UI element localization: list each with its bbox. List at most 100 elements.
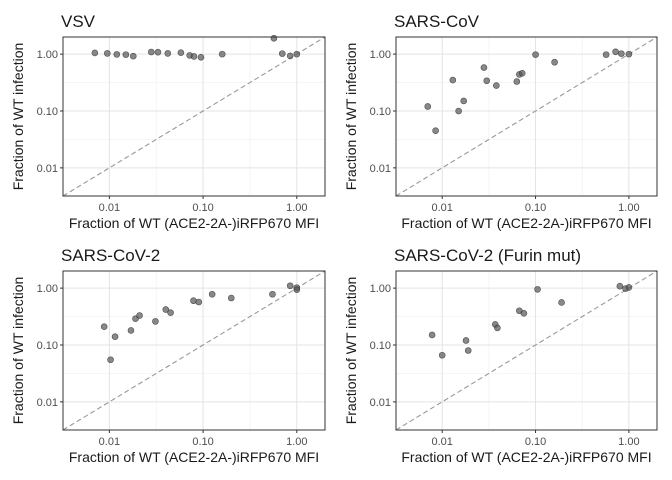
data-point xyxy=(532,51,539,58)
data-point xyxy=(612,48,619,56)
panel-2: 0.01 0.10 1.00 0.01 0.10 1.00 SARS-CoV Fraction… xyxy=(343,12,658,231)
data-point xyxy=(152,318,159,325)
y-axis-label: Fraction of WT infection xyxy=(343,277,359,425)
data-point xyxy=(100,323,108,330)
data-point xyxy=(103,50,111,57)
panel-title: SARS-CoV xyxy=(394,12,480,31)
data-point xyxy=(136,312,143,319)
data-point xyxy=(438,351,446,359)
data-point xyxy=(195,298,203,306)
data-point xyxy=(167,309,174,316)
data-point xyxy=(464,347,472,354)
x-tick-label: 1.00 xyxy=(618,202,639,214)
data-point xyxy=(127,327,135,334)
data-point xyxy=(269,290,276,298)
data-point xyxy=(129,52,137,60)
identity-line xyxy=(395,270,658,431)
data-point xyxy=(518,69,526,77)
x-tick-label: 1.00 xyxy=(286,202,307,214)
y-tick-label: 0.10 xyxy=(37,106,58,118)
data-point xyxy=(177,49,185,56)
data-point xyxy=(449,76,457,84)
x-axis-label: Fraction of WT (ACE2-2A-)iRFP670 MFI xyxy=(401,449,651,465)
y-tick-label: 1.00 xyxy=(370,283,391,295)
panel-3: 0.01 0.10 1.00 0.01 0.10 1.00 SARS-CoV-2 Fracti… xyxy=(10,246,326,465)
data-point xyxy=(616,282,624,290)
y-tick-label: 0.01 xyxy=(37,163,58,175)
y-tick-label: 1.00 xyxy=(37,283,58,295)
y-axis-label: Fraction of WT infection xyxy=(343,43,359,191)
data-point xyxy=(618,50,625,57)
data-point xyxy=(91,49,99,57)
data-point xyxy=(227,294,235,302)
data-point xyxy=(293,286,301,293)
data-point xyxy=(455,107,462,115)
y-tick-label: 1.00 xyxy=(37,49,58,61)
data-point xyxy=(208,290,216,298)
data-point xyxy=(293,50,301,58)
identity-line xyxy=(62,270,326,431)
data-point xyxy=(625,284,633,291)
data-point xyxy=(428,331,436,339)
panel-title: SARS-CoV-2 xyxy=(61,246,160,265)
y-tick-label: 0.01 xyxy=(370,163,391,175)
data-point xyxy=(625,50,633,58)
panel-4: 0.01 0.10 1.00 0.01 0.10 1.00 SARS-CoV-2 (Furi… xyxy=(343,246,658,465)
y-tick-label: 0.10 xyxy=(370,340,391,352)
data-point xyxy=(462,337,470,344)
data-point xyxy=(147,48,155,56)
data-point xyxy=(190,53,198,60)
data-point xyxy=(432,127,439,135)
y-tick-label: 1.00 xyxy=(370,49,391,61)
data-point xyxy=(513,78,521,85)
y-tick-label: 0.10 xyxy=(37,340,58,352)
x-tick-label: 0.01 xyxy=(99,436,120,448)
data-point xyxy=(190,297,197,305)
data-point xyxy=(424,103,432,110)
data-point xyxy=(111,333,119,340)
panel-1: 0.01 0.10 1.00 0.01 0.10 1.00 VSV Fraction of W… xyxy=(10,12,326,231)
panel-border xyxy=(395,270,658,431)
data-point xyxy=(154,48,162,56)
x-axis-label: Fraction of WT (ACE2-2A-)iRFP670 MFI xyxy=(401,215,651,231)
data-point xyxy=(551,58,558,66)
x-tick-label: 1.00 xyxy=(286,436,307,448)
panel-border xyxy=(62,36,326,197)
panel-border xyxy=(395,36,658,197)
data-point xyxy=(494,324,501,332)
data-point xyxy=(483,77,491,85)
data-point xyxy=(286,282,294,290)
data-point xyxy=(197,53,205,61)
x-tick-label: 0.10 xyxy=(525,436,546,448)
x-axis-label: Fraction of WT (ACE2-2A-)iRFP670 MFI xyxy=(69,215,319,231)
data-point xyxy=(107,356,114,364)
identity-line xyxy=(62,36,326,197)
y-axis-label: Fraction of WT infection xyxy=(10,43,26,191)
data-point xyxy=(113,51,121,58)
data-point xyxy=(480,64,488,71)
data-point xyxy=(278,50,286,57)
data-point xyxy=(270,34,278,42)
data-point xyxy=(520,310,528,317)
data-point xyxy=(122,51,130,58)
x-tick-label: 0.01 xyxy=(431,202,452,214)
y-tick-label: 0.01 xyxy=(37,397,58,409)
identity-line xyxy=(395,36,658,197)
x-axis-label: Fraction of WT (ACE2-2A-)iRFP670 MFI xyxy=(69,449,319,465)
data-point xyxy=(286,52,294,60)
data-point xyxy=(602,51,610,58)
data-point xyxy=(534,286,541,293)
x-tick-label: 0.01 xyxy=(431,436,452,448)
x-tick-label: 0.01 xyxy=(99,202,120,214)
panel-border xyxy=(62,270,326,431)
x-tick-label: 1.00 xyxy=(618,436,639,448)
x-tick-label: 0.10 xyxy=(192,202,213,214)
y-tick-label: 0.01 xyxy=(370,397,391,409)
panel-title: SARS-CoV-2 (Furin mut) xyxy=(394,246,581,265)
data-point xyxy=(493,82,500,89)
y-tick-label: 0.10 xyxy=(370,106,391,118)
data-point xyxy=(558,299,565,306)
x-tick-label: 0.10 xyxy=(192,436,213,448)
x-tick-label: 0.10 xyxy=(525,202,546,214)
